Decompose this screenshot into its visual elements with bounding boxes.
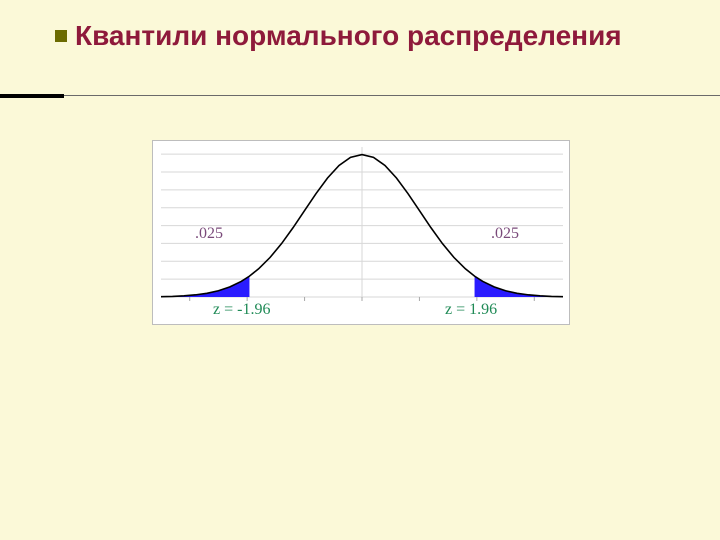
title-block: Квантили нормального распределения [75,20,655,52]
rule-left [0,94,64,98]
title-bullet [55,30,67,42]
z-label-left: z = -1.96 [213,301,270,319]
right-tail-label: .025 [491,225,519,243]
left-tail-label: .025 [195,225,223,243]
slide: Квантили нормального распределения .025 … [0,0,720,540]
rule-right [64,95,720,96]
z-label-right: z = 1.96 [445,301,497,319]
normal-distribution-chart: .025 .025 z = -1.96 z = 1.96 [152,140,570,325]
page-title: Квантили нормального распределения [75,20,655,52]
